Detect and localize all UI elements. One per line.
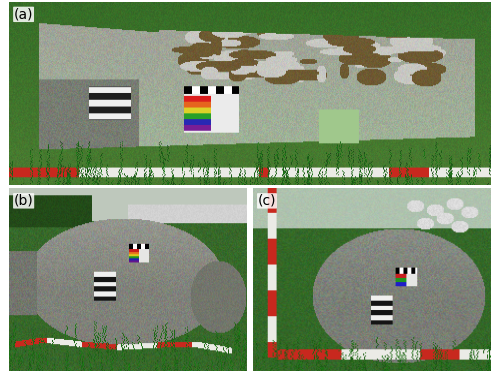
Text: (a): (a) [14, 8, 34, 21]
Text: (c): (c) [258, 194, 276, 208]
Text: (b): (b) [14, 194, 34, 208]
